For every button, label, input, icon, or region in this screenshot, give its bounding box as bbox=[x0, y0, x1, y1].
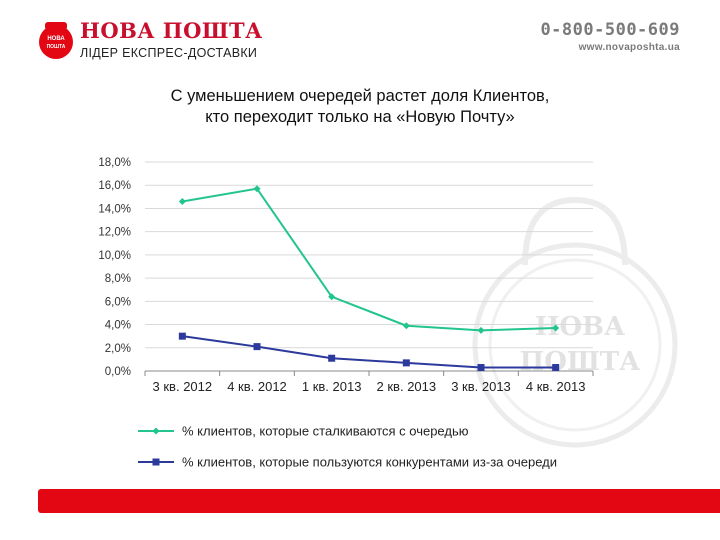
slide-title-line-1: С уменьшением очередей растет доля Клиен… bbox=[170, 87, 550, 105]
x-tick-label: 4 кв. 2013 bbox=[526, 379, 586, 394]
y-tick-label: 14,0% bbox=[98, 203, 131, 215]
x-tick-label: 4 кв. 2012 bbox=[227, 379, 287, 394]
nova-poshta-seal-logo: НОВА ПОШТА bbox=[39, 22, 73, 59]
y-tick-label: 8,0% bbox=[105, 273, 131, 285]
data-point-square bbox=[328, 354, 336, 362]
legend-marker bbox=[152, 427, 160, 435]
y-tick-label: 0,0% bbox=[105, 366, 131, 378]
data-point-diamond bbox=[552, 324, 560, 332]
slide-title-line-2: кто переходит только на «Новую Почту» bbox=[205, 108, 515, 126]
data-point-square bbox=[178, 332, 186, 340]
data-point-square bbox=[552, 364, 560, 372]
y-tick-label: 4,0% bbox=[105, 320, 131, 332]
legend-label: % клиентов, которые пользуются конкурент… bbox=[182, 455, 557, 470]
watermark-seal: НОВА ПОШТА bbox=[472, 196, 678, 448]
seal-text-2: ПОШТА bbox=[47, 44, 66, 50]
y-tick-label: 16,0% bbox=[98, 180, 131, 192]
data-point-square bbox=[402, 359, 410, 367]
data-point-diamond bbox=[477, 326, 485, 334]
contact-phone: 0-800-500-609 bbox=[540, 20, 680, 40]
y-tick-label: 12,0% bbox=[98, 227, 131, 239]
series-line-2 bbox=[182, 335, 556, 369]
legend-marker bbox=[152, 458, 160, 466]
data-point-square bbox=[253, 343, 261, 351]
data-point-diamond bbox=[178, 197, 186, 205]
y-tick-label: 10,0% bbox=[98, 250, 131, 262]
watermark-text-1: НОВА bbox=[535, 312, 625, 342]
contact-website: www.novaposhta.ua bbox=[578, 42, 680, 53]
legend-label: % клиентов, которые сталкиваются с очере… bbox=[182, 424, 469, 439]
slide-title: С уменьшением очередей растет доля Клиен… bbox=[90, 86, 630, 128]
data-point-diamond bbox=[402, 322, 410, 330]
x-tick-label: 3 кв. 2013 bbox=[451, 379, 511, 394]
y-tick-label: 6,0% bbox=[105, 296, 131, 308]
brand-name: НОВА ПОШТА bbox=[80, 18, 263, 43]
watermark-text-2: ПОШТА bbox=[520, 347, 641, 377]
data-point-square bbox=[477, 364, 485, 372]
x-tick-label: 2 кв. 2013 bbox=[377, 379, 437, 394]
seal-text-1: НОВА bbox=[47, 36, 65, 42]
y-tick-label: 18,0% bbox=[98, 157, 131, 169]
data-point-diamond bbox=[253, 185, 261, 193]
brand-tagline: ЛІДЕР ЕКСПРЕС-ДОСТАВКИ bbox=[80, 46, 258, 60]
x-tick-label: 3 кв. 2012 bbox=[153, 379, 213, 394]
x-tick-label: 1 кв. 2013 bbox=[302, 379, 362, 394]
y-tick-label: 2,0% bbox=[105, 343, 131, 355]
footer-bar bbox=[38, 489, 720, 513]
data-point-diamond bbox=[328, 293, 336, 301]
series-line-1 bbox=[182, 187, 556, 332]
